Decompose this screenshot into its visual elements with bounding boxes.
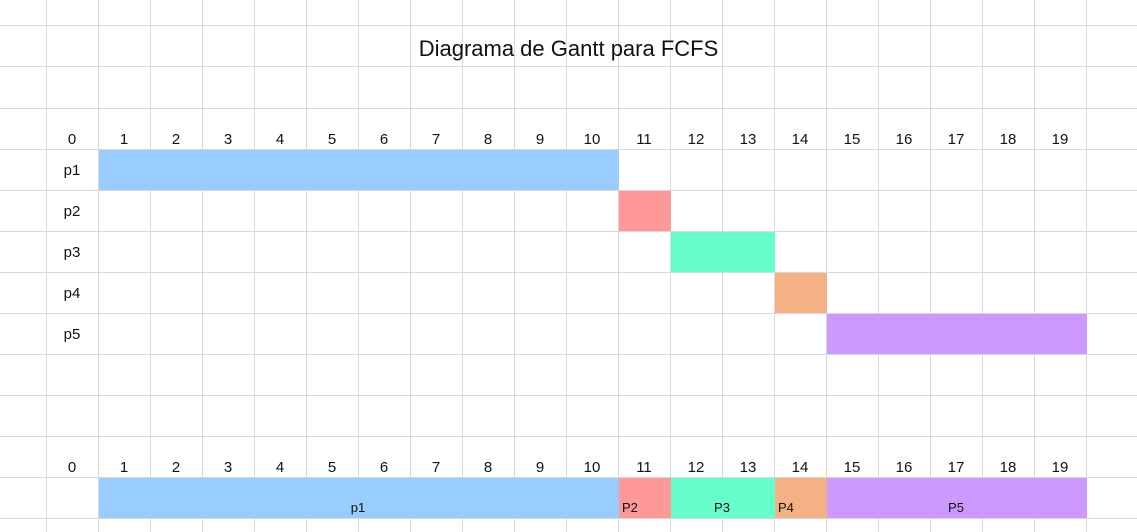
gantt-tick-label: 0: [68, 131, 76, 148]
gantt-tick-label: 16: [896, 131, 913, 148]
timeline-tick-label: 7: [432, 459, 440, 476]
gantt-tick-label: 6: [380, 131, 388, 148]
gantt-tick-label: 18: [1000, 131, 1017, 148]
chart-title: Diagrama de Gantt para FCFS: [418, 36, 719, 61]
timeline-tick-label: 2: [172, 459, 180, 476]
gantt-row-label: p5: [64, 326, 81, 343]
gantt-tick-label: 2: [172, 131, 180, 148]
timeline-time-ticks: 0 1 2 3 4 5 6 7 8 9 10 11 12 13 14 15 16 17 18 19: [68, 459, 1069, 476]
gantt-tick-label: 5: [328, 131, 336, 148]
gantt-tick-label: 9: [536, 131, 544, 148]
timeline-tick-label: 15: [844, 459, 861, 476]
timeline-tick-label: 0: [68, 459, 76, 476]
gantt-tick-label: 19: [1052, 131, 1069, 148]
gantt-tick-label: 15: [844, 131, 861, 148]
timeline-tick-label: 8: [484, 459, 492, 476]
gantt-tick-label: 8: [484, 131, 492, 148]
gantt-tick-label: 17: [948, 131, 965, 148]
timeline-segment-label: p1: [351, 500, 365, 515]
timeline-tick-label: 17: [948, 459, 965, 476]
gantt-bar-p5: [827, 314, 1087, 354]
timeline-segment-label: P4: [778, 500, 794, 515]
timeline-segment-p5: [827, 478, 1087, 518]
gantt-tick-label: 11: [636, 131, 652, 148]
timeline-tick-label: 16: [896, 459, 913, 476]
gantt-bar-p1: [99, 150, 619, 190]
timeline-tick-label: 14: [792, 459, 809, 476]
timeline-tick-label: 3: [224, 459, 232, 476]
gantt-bar-p4: [775, 273, 827, 313]
timeline-segment-label: P3: [714, 500, 730, 515]
gantt-row-label: p1: [64, 162, 81, 179]
gantt-row-label: p3: [64, 244, 81, 261]
timeline-tick-label: 19: [1052, 459, 1069, 476]
gantt-bar-p3: [671, 232, 775, 272]
gantt-bars: [99, 150, 1087, 354]
timeline-segment-label: P5: [948, 500, 964, 515]
gantt-tick-label: 10: [584, 131, 601, 148]
gantt-row-labels: p1 p2 p3 p4 p5: [64, 162, 81, 343]
timeline-tick-label: 13: [740, 459, 757, 476]
gantt-tick-label: 1: [120, 131, 128, 148]
timeline-segment-p1: [99, 478, 619, 518]
timeline-segment-label: P2: [622, 500, 638, 515]
gantt-tick-label: 3: [224, 131, 232, 148]
timeline-tick-label: 5: [328, 459, 336, 476]
gantt-tick-label: 4: [276, 131, 284, 148]
timeline-segments: p1 P2 P3 P4 P5: [99, 478, 1087, 518]
gantt-tick-label: 12: [688, 131, 705, 148]
gantt-tick-label: 7: [432, 131, 440, 148]
timeline-tick-label: 6: [380, 459, 388, 476]
timeline-tick-label: 11: [636, 459, 652, 476]
timeline-segment-p4: [775, 478, 827, 518]
gantt-tick-label: 13: [740, 131, 757, 148]
timeline-tick-label: 9: [536, 459, 544, 476]
gantt-tick-label: 14: [792, 131, 809, 148]
timeline-tick-label: 18: [1000, 459, 1017, 476]
gantt-row-label: p2: [64, 203, 81, 220]
timeline-tick-label: 1: [120, 459, 128, 476]
timeline-segment-p3: [671, 478, 775, 518]
timeline-tick-label: 10: [584, 459, 601, 476]
timeline-tick-label: 12: [688, 459, 705, 476]
gantt-bar-p2: [619, 191, 671, 231]
timeline-tick-label: 4: [276, 459, 284, 476]
gantt-time-ticks: 0 1 2 3 4 5 6 7 8 9 10 11 12 13 14 15 16 17 18 19: [68, 131, 1069, 148]
timeline-segment-p2: [619, 478, 671, 518]
gantt-row-label: p4: [64, 285, 81, 302]
